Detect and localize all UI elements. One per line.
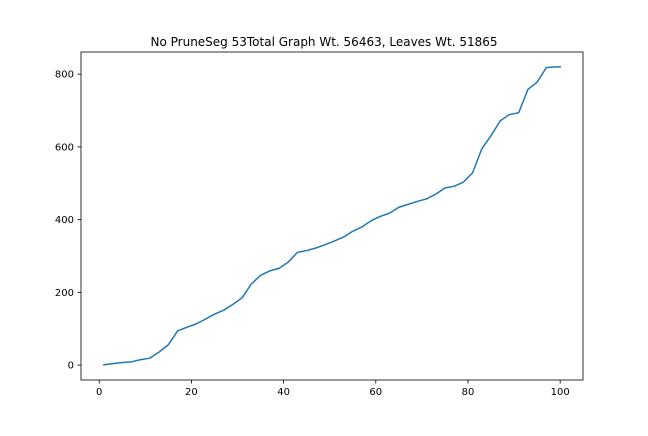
x-tick-label: 100 (551, 387, 570, 398)
series-line-0 (102, 66, 561, 366)
y-tick-label: 600 (55, 142, 74, 153)
y-tick-label: 800 (55, 70, 74, 81)
x-tick-label: 60 (369, 387, 382, 398)
y-tick-label: 0 (68, 361, 74, 372)
x-tick-label: 0 (96, 387, 102, 398)
chart-title: No PruneSeg 53Total Graph Wt. 56463, Lea… (151, 35, 498, 49)
x-tick-label: 20 (185, 387, 198, 398)
y-tick-label: 400 (55, 215, 74, 226)
x-tick-label: 80 (462, 387, 475, 398)
x-tick-label: 40 (277, 387, 290, 398)
y-tick-label: 200 (55, 288, 74, 299)
plot-frame (80, 51, 584, 381)
